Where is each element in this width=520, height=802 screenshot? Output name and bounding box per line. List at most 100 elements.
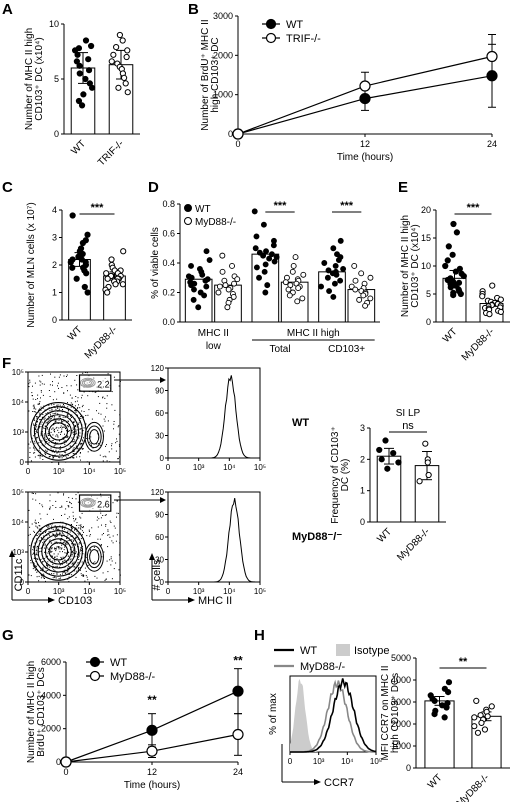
panel-d-data-point (188, 282, 195, 289)
flow-event (45, 556, 47, 558)
flow-event (107, 530, 109, 532)
flow-event (117, 458, 119, 460)
flow-row-label-wt: WT (292, 417, 309, 429)
flow-event (57, 404, 59, 406)
flow-event (96, 443, 98, 445)
flow-event (29, 447, 31, 449)
flow-event (85, 575, 87, 577)
flow-event (107, 571, 109, 573)
panel-letter-D: D (148, 179, 159, 196)
flow-event (75, 566, 77, 568)
flow-event (29, 452, 31, 453)
panel-c-data-point (112, 281, 119, 288)
flow-event (101, 534, 103, 536)
flow-event (118, 496, 120, 498)
flow-event (36, 421, 38, 423)
flow-event (79, 553, 81, 555)
flow-event (49, 558, 51, 560)
flow-event (77, 407, 79, 409)
flow-event (105, 445, 106, 447)
panel-d-group-label: Total (269, 344, 290, 355)
flow-event (56, 536, 58, 537)
flow-event (61, 528, 63, 530)
flow-event (113, 376, 115, 378)
flow-event (83, 542, 85, 544)
flow-event (80, 428, 82, 430)
flow-event (51, 440, 53, 442)
flow-event (70, 406, 72, 408)
panel-letter-B: B (188, 1, 199, 18)
flow-event (58, 548, 60, 550)
flow-histogram-0-y-tick-label: 90 (155, 387, 164, 396)
flow-event (56, 528, 58, 530)
flow-event (59, 404, 61, 406)
flow-event (69, 531, 71, 533)
flow-event (78, 448, 80, 450)
panel-a-y-label: CD103⁺ DC (x10⁴) (34, 37, 45, 121)
flow-event (36, 428, 38, 430)
panel-h-y-label: high CD103⁺ DCs (390, 673, 401, 753)
flow-event (49, 549, 51, 551)
flow-event (54, 576, 55, 578)
flow-event (63, 541, 65, 543)
flow-event (54, 547, 55, 549)
flow-event (97, 443, 99, 445)
flow-event (49, 508, 51, 509)
panel-b-legend-marker (265, 18, 277, 30)
flow-event (66, 537, 67, 539)
flow-dotplot-1-frame (27, 491, 121, 583)
panel-c-x-tick-label: WT (66, 324, 85, 343)
flow-event (51, 409, 53, 411)
flow-event (117, 426, 119, 428)
flow-event (72, 563, 74, 565)
panel-d-data-point (263, 248, 269, 255)
panel-e-y-tick-label: 0 (426, 317, 431, 327)
flow-event (51, 550, 53, 552)
flow-event (52, 533, 54, 535)
flow-event (32, 553, 34, 555)
panel-d-sig-label: *** (274, 200, 288, 212)
flow-event (111, 391, 113, 393)
flow-event (40, 577, 42, 579)
flow-event (66, 537, 68, 539)
panel-d-y-tick-label: 0.6 (162, 229, 175, 239)
flow-event (49, 438, 51, 440)
flow-event (80, 452, 81, 453)
flow-event (39, 503, 41, 505)
flow-event (32, 398, 34, 400)
flow-event (44, 558, 46, 560)
flow-event (38, 522, 39, 524)
flow-dotplot-1-contour (89, 549, 100, 565)
flow-event (65, 542, 67, 544)
flow-event (100, 545, 102, 547)
flow-event (36, 549, 38, 551)
flow-event (45, 449, 47, 451)
panel-d-data-point (219, 268, 226, 275)
flow-event (53, 569, 55, 571)
panel-d-data-point (352, 277, 359, 284)
panel-e-data-point (460, 272, 467, 280)
flow-event (39, 540, 41, 542)
flow-event (32, 493, 34, 494)
flow-event (74, 439, 76, 441)
flow-event (45, 545, 47, 547)
ccr7-wt-curve (290, 678, 377, 753)
flow-event (60, 431, 62, 433)
flow-event (67, 390, 68, 392)
flow-event (76, 450, 78, 452)
flow-event (44, 435, 46, 437)
flow-event (91, 418, 93, 420)
flow-dotplot-0-contour (84, 421, 104, 452)
flow-event (40, 435, 42, 437)
flow-event (116, 516, 117, 518)
flow-event (52, 567, 54, 569)
flow-event (39, 530, 41, 532)
flow-event (66, 415, 68, 417)
flow-event (82, 448, 84, 449)
flow-event (50, 551, 52, 553)
flow-event (70, 402, 72, 404)
flow-event (60, 538, 62, 539)
flow-event (38, 533, 40, 535)
panel-c-data-point (73, 275, 80, 282)
panel-a-x-tick-label: TRIF-/- (96, 138, 126, 168)
